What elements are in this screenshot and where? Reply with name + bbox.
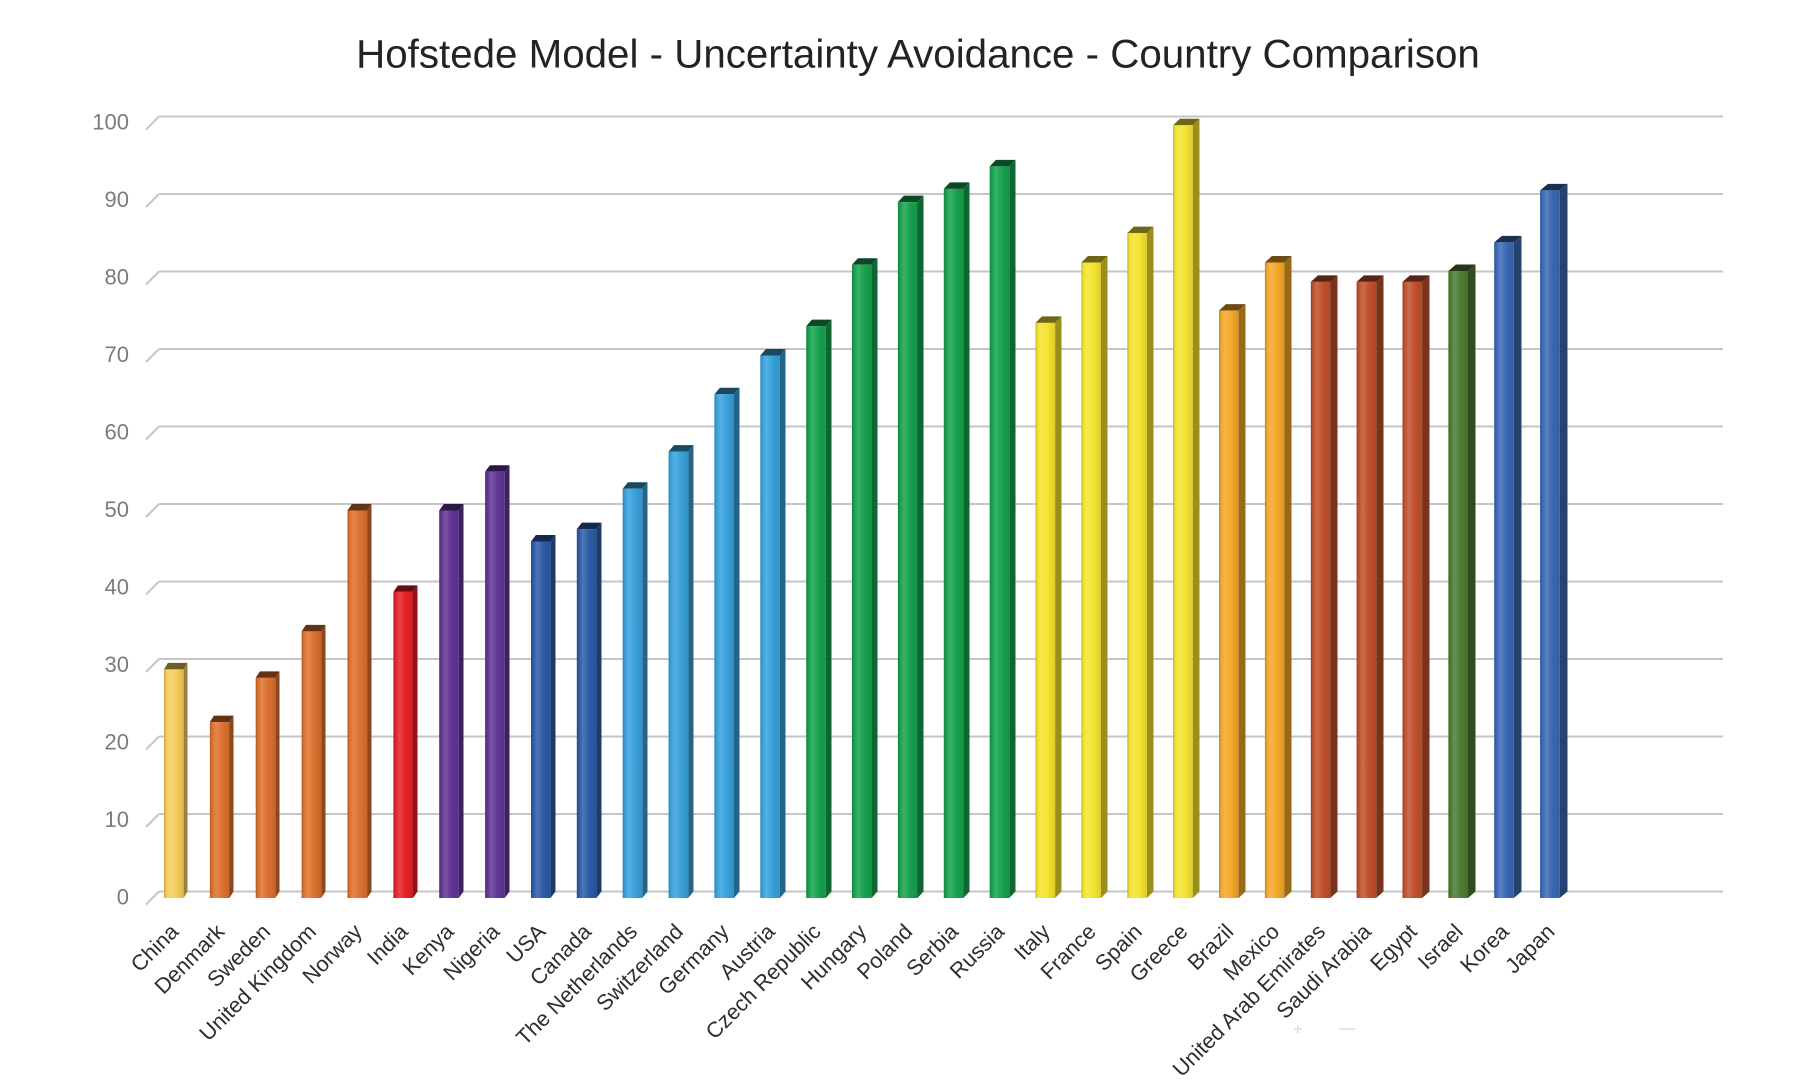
svg-text:40: 40 — [105, 574, 129, 599]
svg-text:90: 90 — [105, 187, 129, 212]
svg-text:80: 80 — [105, 264, 129, 289]
svg-text:70: 70 — [105, 342, 129, 367]
svg-text:100: 100 — [92, 109, 129, 134]
svg-text:0: 0 — [117, 884, 129, 909]
svg-text:10: 10 — [105, 807, 129, 832]
svg-text:60: 60 — [105, 419, 129, 444]
svg-text:30: 30 — [105, 652, 129, 677]
svg-text:20: 20 — [105, 729, 129, 754]
svg-text:50: 50 — [105, 497, 129, 522]
svg-text:Hofstede Model - Uncertainty A: Hofstede Model - Uncertainty Avoidance -… — [356, 32, 1480, 77]
